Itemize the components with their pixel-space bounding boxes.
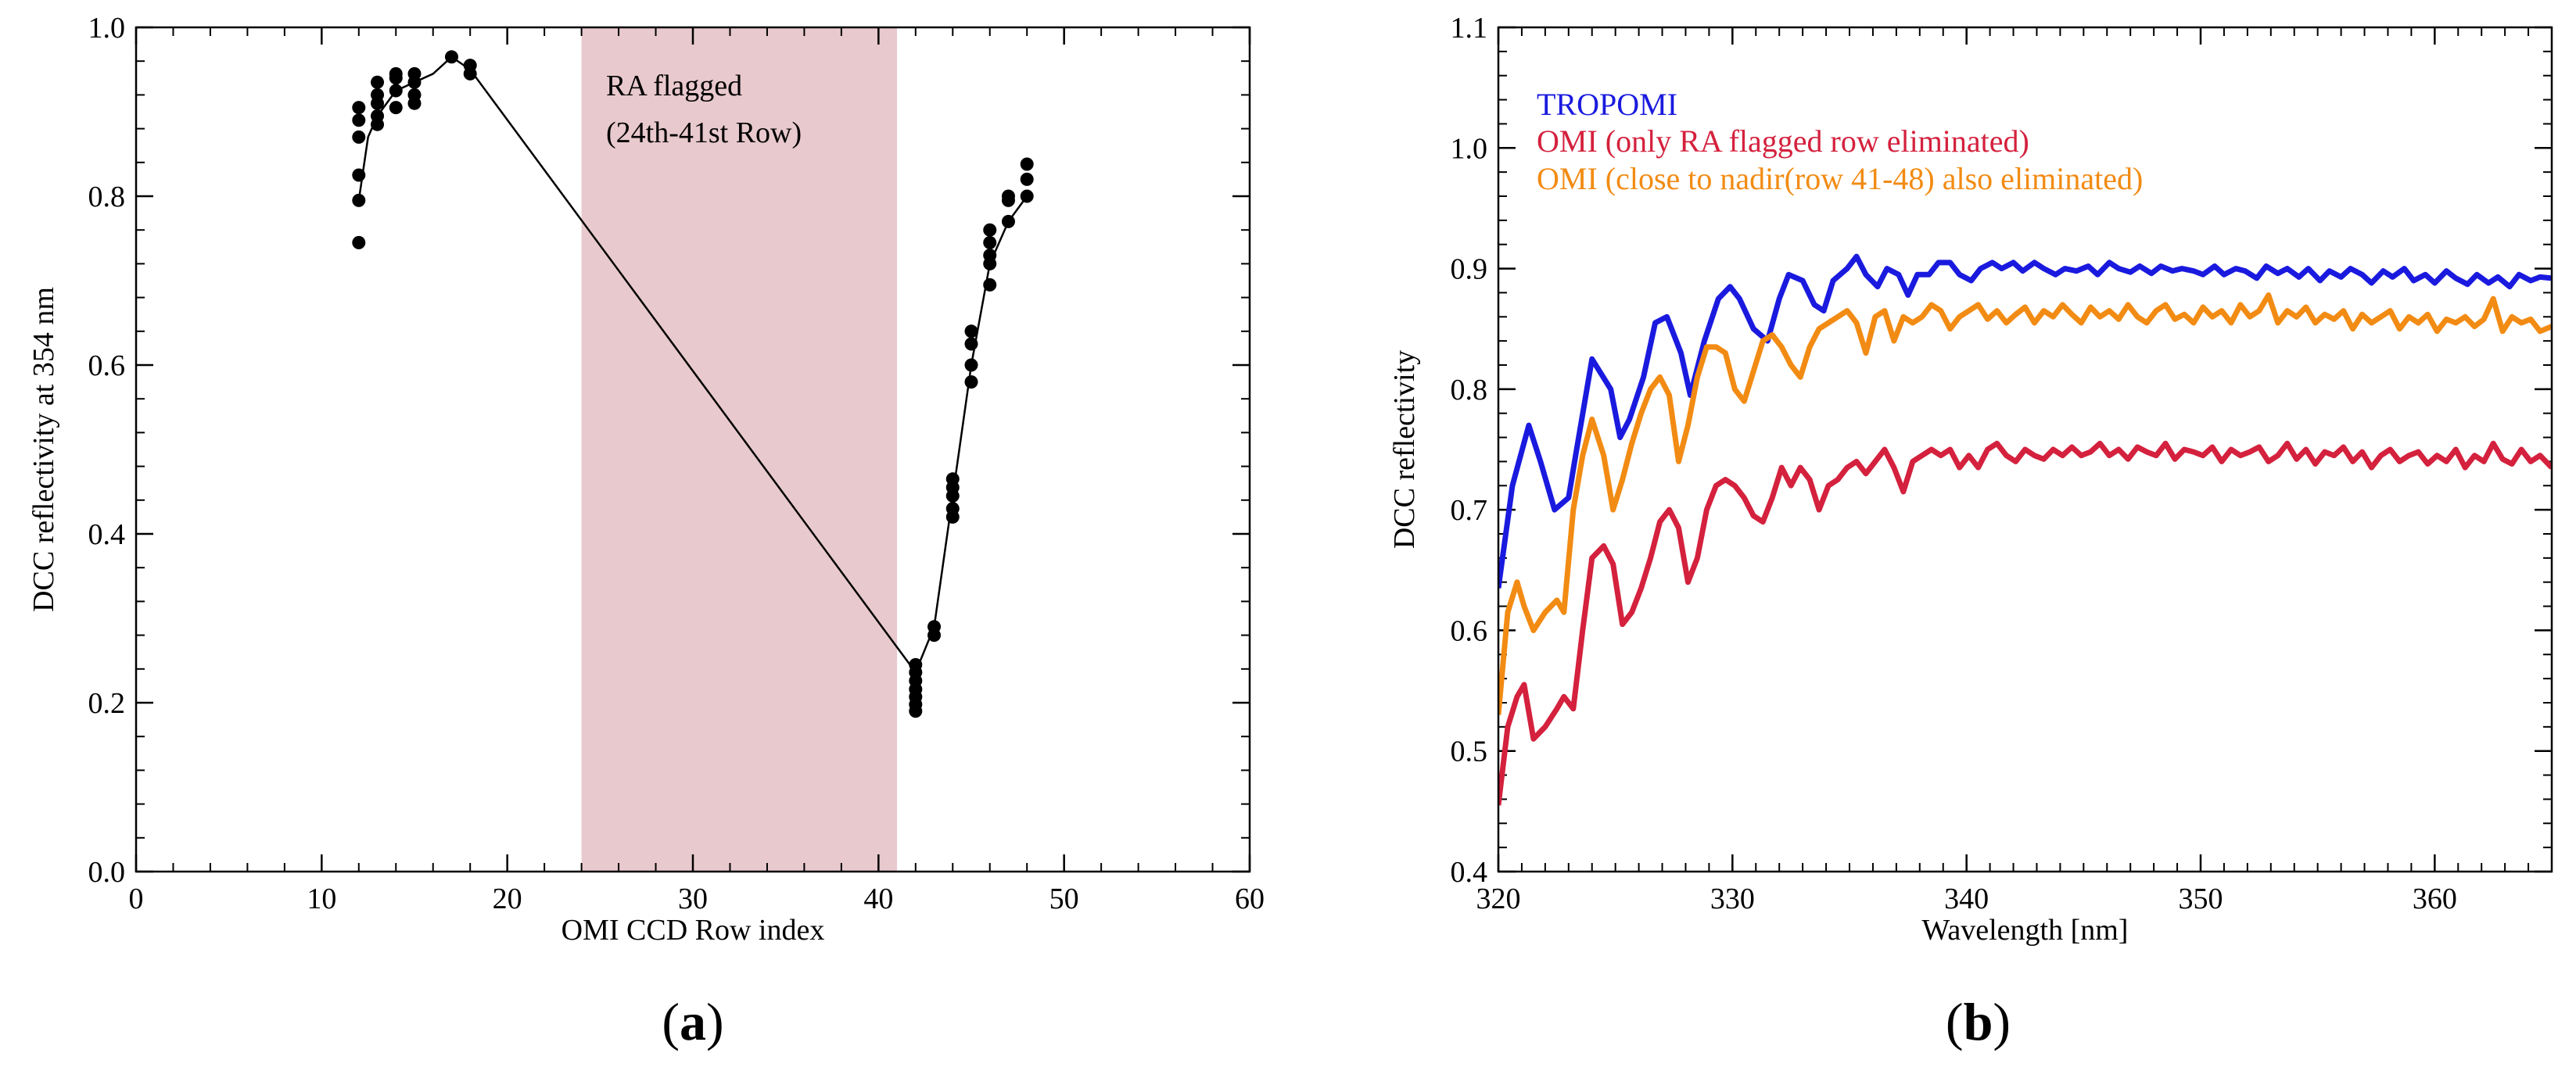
b-y-tick-label: 0.7 [1451,494,1488,527]
panel-b-frame [1497,26,2553,873]
chart-panel-b: 320 330 340 350 3600.40.50.60.70.80.91.01.1 … [1388,12,2553,1051]
data-point [964,337,978,351]
b-y-tick-label: 0.4 [1451,856,1488,889]
data-point [909,657,923,671]
legend-omi-ra-flagged: OMI (only RA flagged row eliminated) [1537,124,2029,159]
a-x-tick-label: 10 [307,883,336,915]
panel-b-label-open: ( [1946,992,1964,1051]
b-x-tick-label: 360 [2413,883,2457,915]
data-point [1020,189,1034,203]
data-point [352,168,366,182]
panel-a-label: (a) [662,992,723,1051]
panel-a-y-axis-label: DCC reflectivity at 354 nm [27,287,60,612]
a-x-tick-label: 40 [863,883,893,915]
data-point [964,358,978,372]
chart-panel-a: 0 10 20 30 40 50 60 0.0 0.2 0.4 0.6 0.8 1.0 RA flagg… [27,12,1265,1051]
a-y-tick-label: 0.8 [88,181,126,213]
a-x-tick-label: 20 [493,883,522,915]
data-point [463,59,477,73]
data-point [389,84,403,98]
a-x-tick-label: 60 [1235,883,1265,915]
a-x-tick-label: 0 [129,883,144,915]
b-x-tick-label: 350 [2179,883,2223,915]
data-point [407,88,422,102]
data-point [389,66,403,81]
panel-b-x-axis-label: Wavelength [nm] [1922,914,2129,947]
a-x-tick-label: 30 [678,883,708,915]
b-y-tick-label: 0.8 [1451,374,1488,406]
data-point [983,223,997,237]
data-point [1001,189,1015,203]
ra-flagged-rows-annotation: (24th-41st Row) [606,116,802,149]
data-point [352,130,366,144]
data-point [945,502,960,516]
data-point [1020,172,1034,186]
b-x-tick-label: 320 [1476,883,1521,915]
data-point [352,113,366,127]
data-point [371,109,385,123]
b-y-tick-label: 0.9 [1451,253,1488,286]
panel-b-series [1498,253,2552,806]
data-point [371,88,385,102]
data-point [927,620,942,634]
data-point [352,101,366,115]
data-point [1020,157,1034,171]
data-point [945,472,960,486]
panel-b-y-axis-label: DCC reflectivity [1388,350,1421,549]
b-y-tick-label: 1.0 [1451,132,1488,165]
series-line-1 [1498,440,2552,806]
data-point [352,193,366,207]
panel-a-label-letter: a [680,992,706,1051]
data-point [1001,214,1015,228]
data-point [983,235,997,249]
b-x-tick-label: 340 [1944,883,1989,915]
data-point [964,375,978,389]
panel-a-label-open: ( [662,992,680,1051]
data-point [983,277,997,292]
a-y-tick-label: 1.0 [88,12,126,45]
ra-flagged-annotation: RA flagged [606,70,742,102]
ra-flagged-region [581,27,898,872]
b-y-tick-label: 0.6 [1451,614,1488,647]
panel-b-label-close: ) [1993,992,2011,1051]
data-point [964,324,978,338]
panel-b-label: (b) [1946,992,2011,1051]
b-x-tick-label: 330 [1710,883,1755,915]
legend-tropomi: TROPOMI [1537,87,1677,122]
data-point [444,50,458,64]
data-point [389,101,403,115]
a-x-tick-label: 50 [1049,883,1079,915]
data-point [352,235,366,249]
b-y-tick-label: 0.5 [1451,736,1488,768]
data-point [371,75,385,89]
panel-a-label-close: ) [706,992,724,1051]
panel-a-tick-labels: 0 10 20 30 40 50 60 0.0 0.2 0.4 0.6 0.8 1.0 [88,12,1265,915]
series-line-0 [1498,253,2552,589]
a-y-tick-label: 0.0 [88,856,126,889]
panel-a-frame [135,26,1251,873]
a-y-tick-label: 0.4 [88,518,126,551]
panel-b-label-letter: b [1964,992,1993,1051]
panel-b-tick-labels: 320 330 340 350 360 0.4 0.5 0.6 0.7 0.8 0.9 1.0 1.1 [1451,12,2457,915]
b-y-tick-label: 1.1 [1451,12,1488,45]
data-point [407,66,422,81]
a-y-tick-label: 0.2 [88,687,126,720]
data-point [983,249,997,263]
a-y-tick-label: 0.6 [88,349,126,382]
panel-a-x-axis-label: OMI CCD Row index [561,914,825,947]
series-line-2 [1498,292,2552,715]
panel-a-points [352,50,1034,718]
legend-omi-nadir: OMI (close to nadir(row 41-48) also elim… [1537,161,2143,196]
